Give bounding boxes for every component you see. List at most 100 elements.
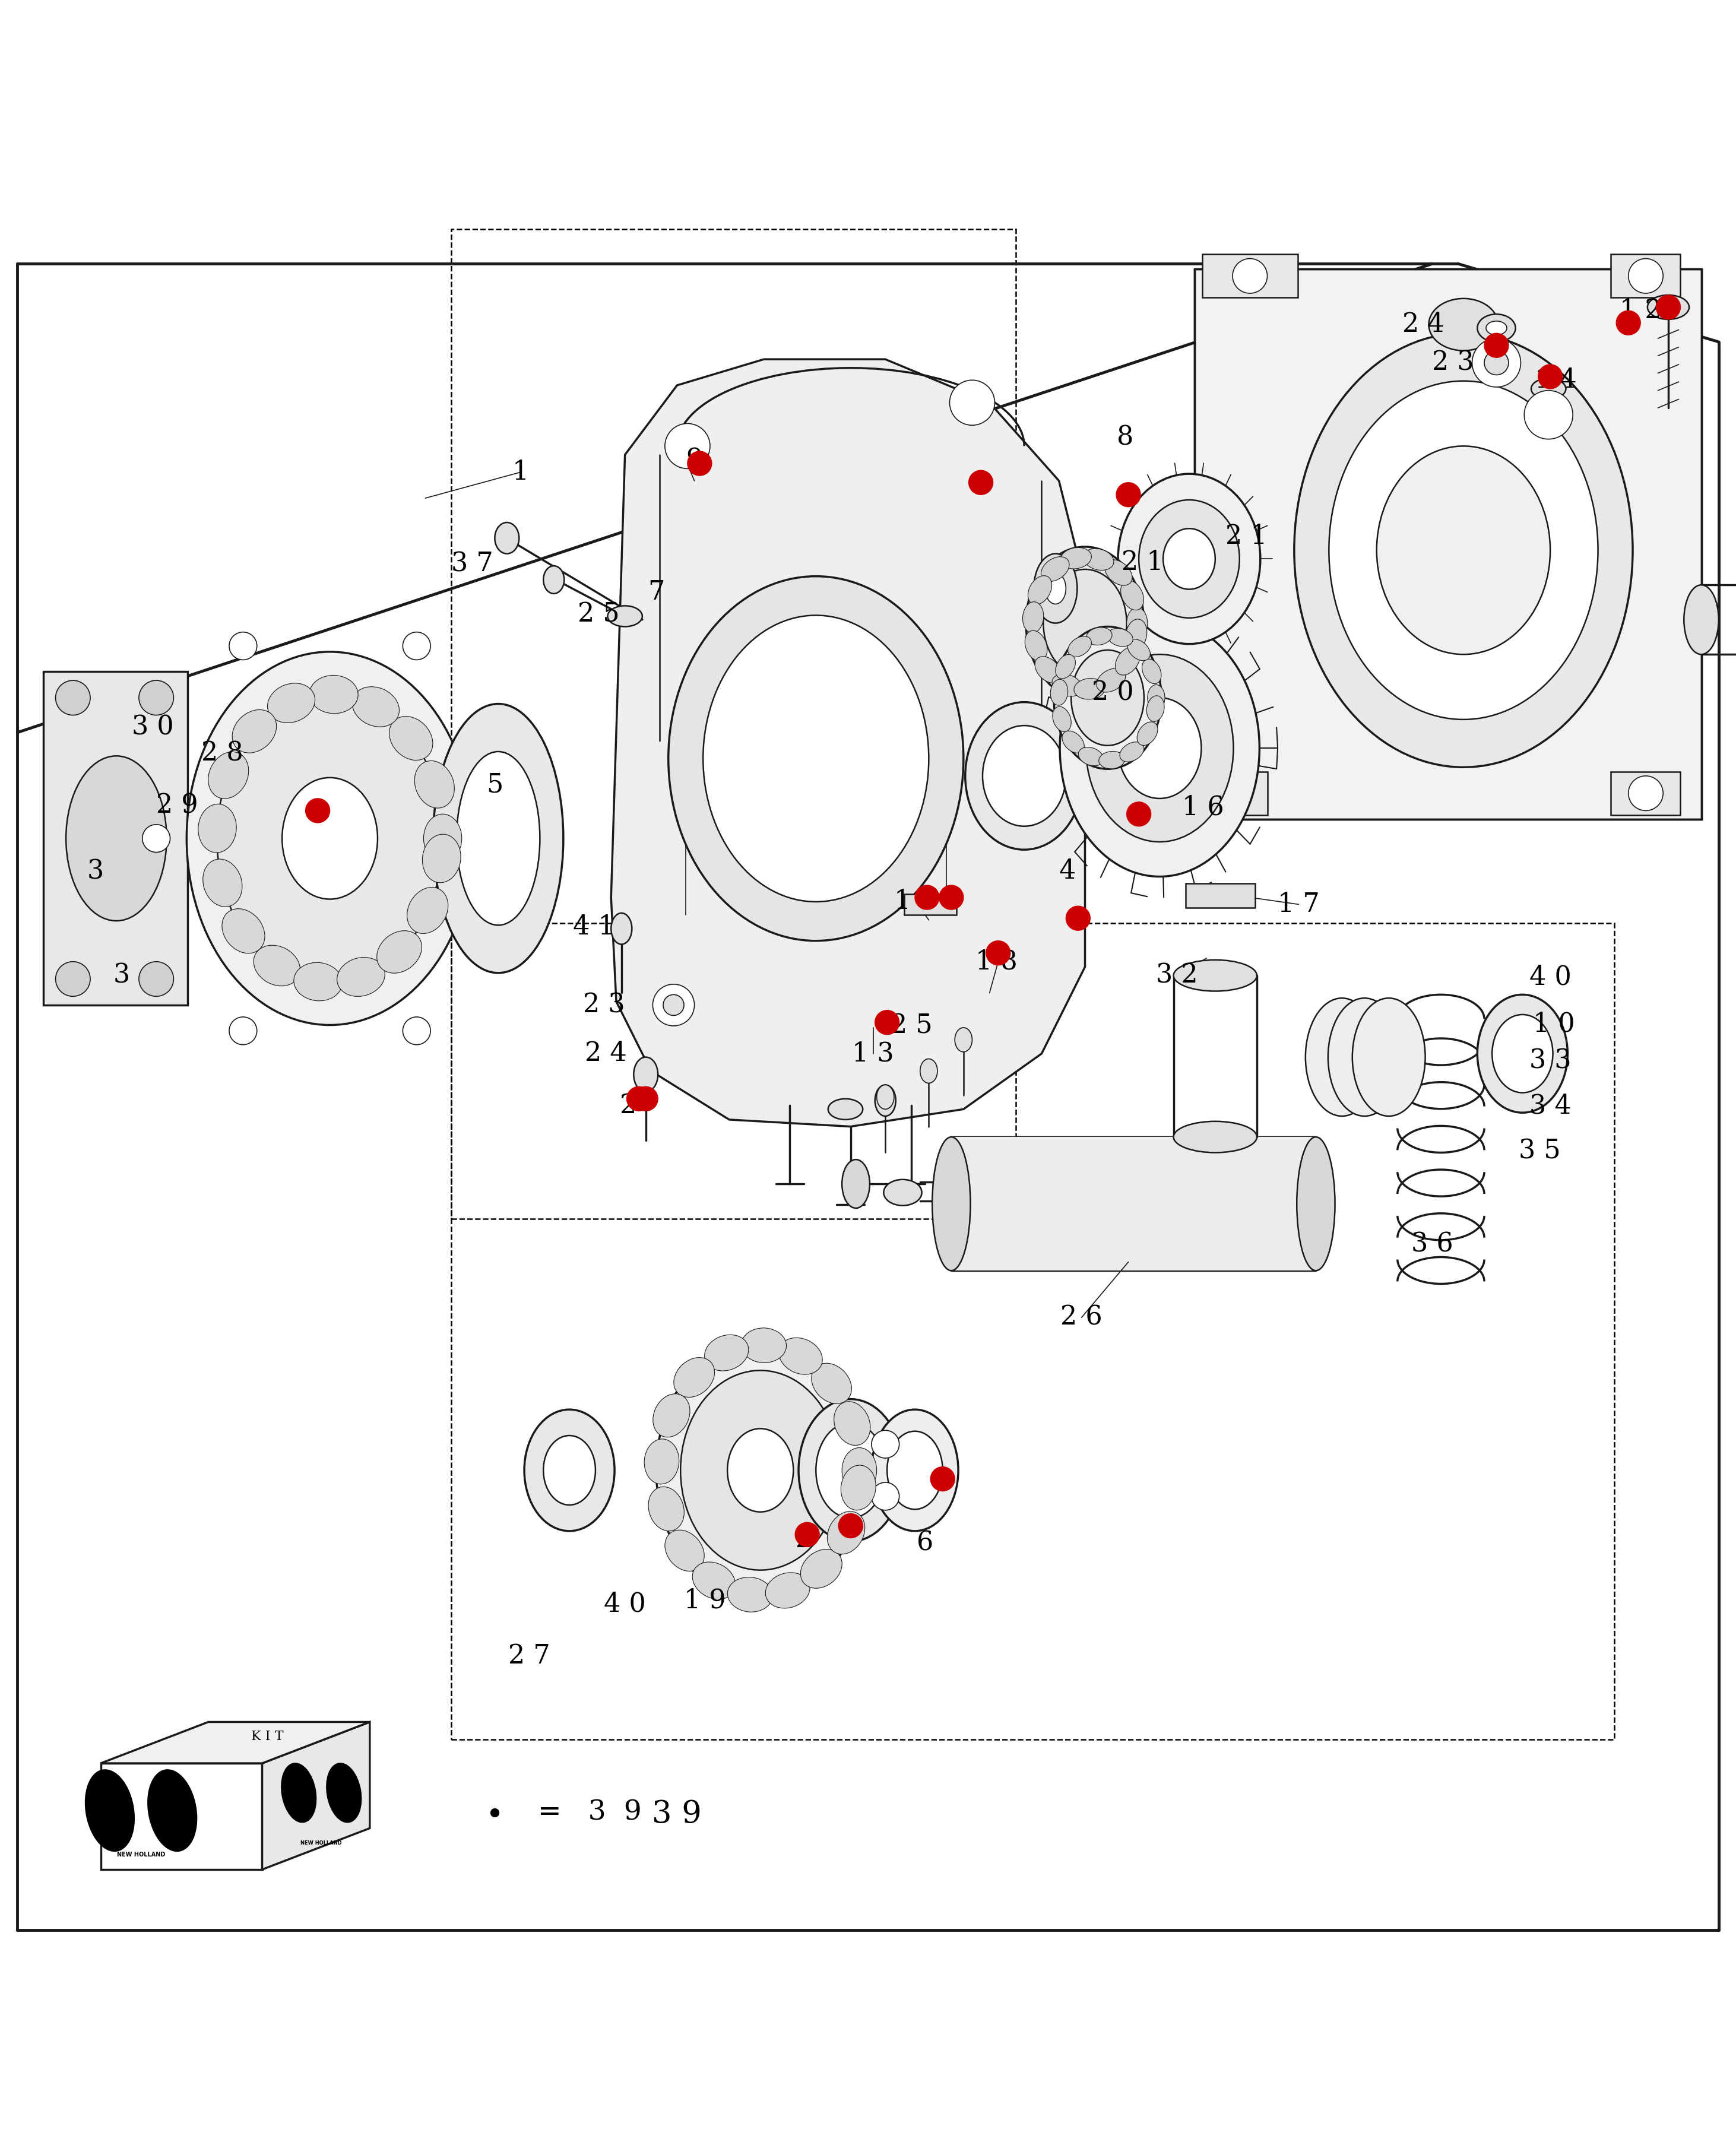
Text: NEW HOLLAND: NEW HOLLAND bbox=[300, 1840, 342, 1846]
Ellipse shape bbox=[457, 752, 540, 925]
Ellipse shape bbox=[1142, 660, 1161, 683]
Ellipse shape bbox=[842, 1159, 870, 1208]
Ellipse shape bbox=[668, 576, 963, 940]
Ellipse shape bbox=[1163, 529, 1215, 589]
Ellipse shape bbox=[877, 1084, 894, 1110]
Text: 3 4: 3 4 bbox=[1529, 1092, 1571, 1118]
Text: 2 4: 2 4 bbox=[1403, 313, 1444, 338]
Circle shape bbox=[229, 1017, 257, 1045]
Ellipse shape bbox=[1075, 679, 1106, 698]
Circle shape bbox=[915, 885, 939, 910]
Ellipse shape bbox=[1068, 636, 1092, 658]
Text: 1 8: 1 8 bbox=[976, 949, 1017, 975]
Text: =   3  9: = 3 9 bbox=[538, 1799, 642, 1825]
Ellipse shape bbox=[326, 1763, 361, 1823]
Circle shape bbox=[403, 1017, 431, 1045]
Polygon shape bbox=[951, 1137, 1316, 1270]
Bar bbox=[1186, 883, 1255, 908]
Text: 5: 5 bbox=[486, 771, 503, 797]
Polygon shape bbox=[262, 1722, 370, 1870]
Text: 2 4: 2 4 bbox=[585, 1041, 627, 1067]
Text: 2 0: 2 0 bbox=[1092, 679, 1134, 705]
Circle shape bbox=[653, 983, 694, 1026]
Ellipse shape bbox=[875, 1084, 896, 1116]
Ellipse shape bbox=[1146, 696, 1165, 722]
Bar bbox=[904, 893, 957, 915]
Text: 1 2: 1 2 bbox=[1620, 298, 1661, 323]
Ellipse shape bbox=[1061, 548, 1092, 570]
Ellipse shape bbox=[842, 1448, 877, 1493]
Circle shape bbox=[1628, 775, 1663, 810]
Circle shape bbox=[56, 962, 90, 996]
Circle shape bbox=[871, 1431, 899, 1459]
Ellipse shape bbox=[955, 1028, 972, 1052]
Ellipse shape bbox=[1127, 638, 1151, 660]
Ellipse shape bbox=[85, 1769, 135, 1851]
Text: 3 7: 3 7 bbox=[451, 550, 493, 576]
Circle shape bbox=[1628, 259, 1663, 293]
Ellipse shape bbox=[1061, 619, 1260, 876]
Text: 1 5: 1 5 bbox=[894, 889, 936, 915]
Ellipse shape bbox=[1174, 960, 1257, 992]
Text: 1 4: 1 4 bbox=[1535, 366, 1576, 392]
Circle shape bbox=[1215, 775, 1250, 810]
Text: 3 9: 3 9 bbox=[653, 1799, 701, 1829]
Circle shape bbox=[306, 799, 330, 823]
Ellipse shape bbox=[1099, 752, 1125, 769]
Text: 2 3: 2 3 bbox=[1432, 349, 1474, 375]
Ellipse shape bbox=[741, 1328, 786, 1362]
Polygon shape bbox=[101, 1763, 262, 1870]
Bar bbox=[1198, 771, 1267, 814]
Text: 1 0: 1 0 bbox=[1533, 1011, 1575, 1037]
Ellipse shape bbox=[1293, 334, 1634, 767]
Ellipse shape bbox=[66, 756, 167, 921]
Ellipse shape bbox=[406, 887, 448, 934]
Bar bbox=[1611, 771, 1680, 814]
Ellipse shape bbox=[1054, 628, 1161, 769]
Ellipse shape bbox=[1121, 580, 1144, 610]
Ellipse shape bbox=[681, 1371, 840, 1570]
Bar bbox=[451, 229, 1016, 1219]
Circle shape bbox=[950, 379, 995, 426]
Text: 1 6: 1 6 bbox=[1182, 795, 1224, 820]
Text: 2: 2 bbox=[620, 1092, 637, 1118]
Text: 6: 6 bbox=[917, 1529, 934, 1555]
Text: 2 3: 2 3 bbox=[583, 992, 625, 1017]
Ellipse shape bbox=[543, 1435, 595, 1506]
Circle shape bbox=[687, 452, 712, 476]
Text: 3: 3 bbox=[113, 962, 130, 987]
Circle shape bbox=[139, 681, 174, 715]
Ellipse shape bbox=[983, 726, 1066, 827]
Text: 1 9: 1 9 bbox=[684, 1587, 726, 1613]
Ellipse shape bbox=[656, 1339, 865, 1602]
Ellipse shape bbox=[1139, 499, 1240, 617]
Ellipse shape bbox=[1045, 572, 1066, 604]
Ellipse shape bbox=[727, 1429, 793, 1512]
Circle shape bbox=[634, 1086, 658, 1112]
Ellipse shape bbox=[965, 703, 1083, 850]
Ellipse shape bbox=[1486, 321, 1507, 334]
Circle shape bbox=[1524, 390, 1573, 439]
Ellipse shape bbox=[1042, 557, 1069, 580]
Ellipse shape bbox=[644, 1439, 679, 1484]
Ellipse shape bbox=[1087, 653, 1234, 842]
Circle shape bbox=[1484, 351, 1509, 375]
Circle shape bbox=[838, 1514, 863, 1538]
Text: 2 5: 2 5 bbox=[891, 1013, 932, 1039]
Text: 2 6: 2 6 bbox=[1061, 1304, 1102, 1330]
Ellipse shape bbox=[1328, 998, 1401, 1116]
Text: 4 0: 4 0 bbox=[604, 1592, 646, 1617]
Ellipse shape bbox=[1028, 576, 1052, 604]
Text: 3 6: 3 6 bbox=[1411, 1232, 1453, 1257]
Ellipse shape bbox=[828, 1099, 863, 1120]
Circle shape bbox=[875, 1011, 899, 1035]
Text: 7: 7 bbox=[648, 578, 665, 604]
Text: 3 2: 3 2 bbox=[1156, 962, 1198, 987]
Ellipse shape bbox=[705, 1334, 748, 1371]
Ellipse shape bbox=[281, 1763, 316, 1823]
Ellipse shape bbox=[665, 1529, 705, 1572]
Text: 9: 9 bbox=[686, 448, 703, 473]
Circle shape bbox=[1116, 482, 1141, 508]
Text: 1: 1 bbox=[844, 1514, 861, 1540]
Text: 4 0: 4 0 bbox=[1529, 964, 1571, 990]
